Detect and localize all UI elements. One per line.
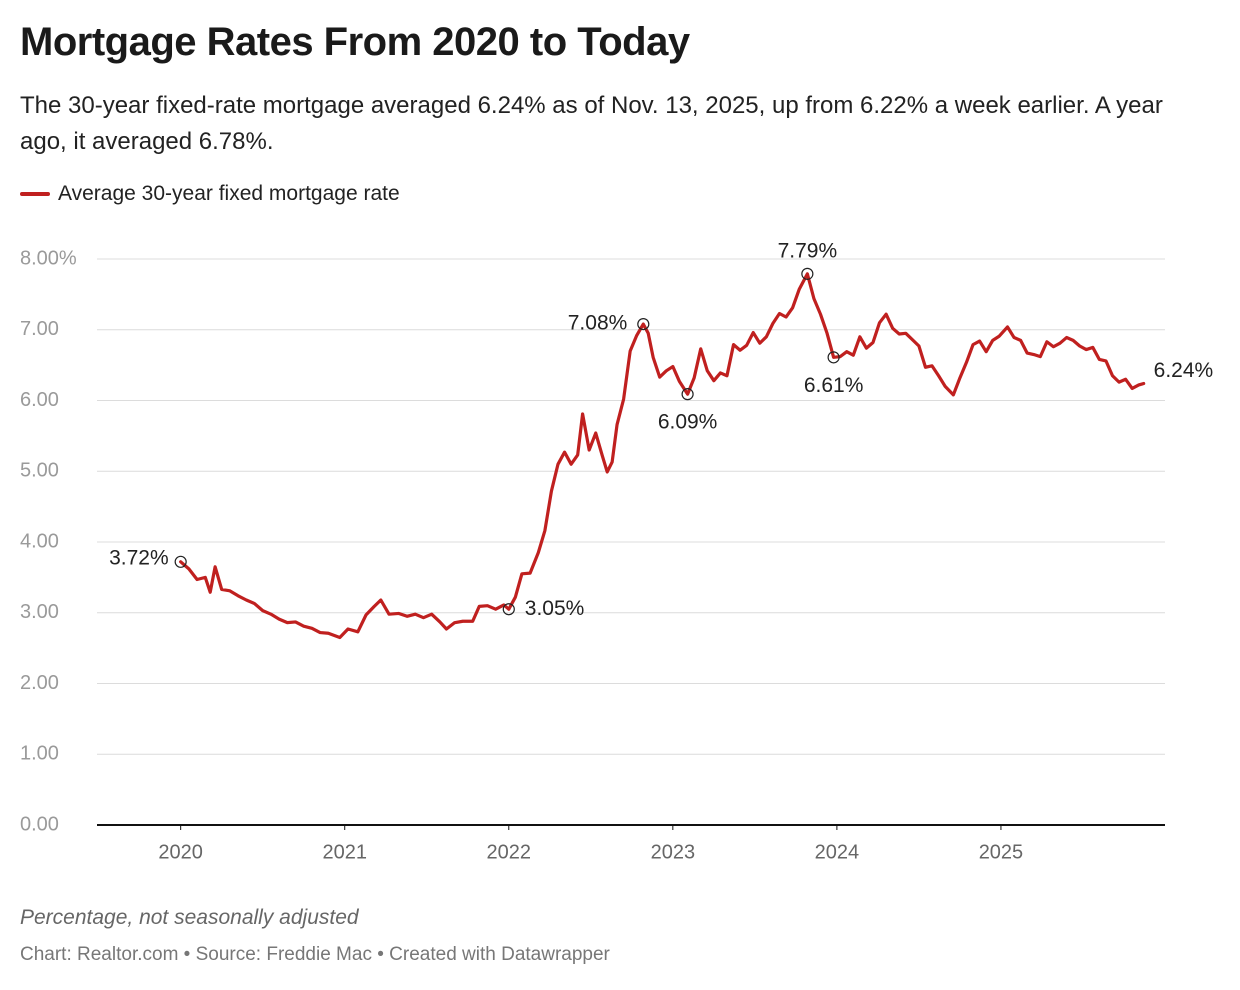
y-tick-label: 7.00: [20, 318, 59, 340]
data-line: [179, 272, 1146, 640]
legend: Average 30-year fixed mortgage rate: [20, 182, 400, 206]
x-tick-label: 2024: [815, 841, 860, 863]
y-tick-label: 8.00%: [20, 247, 77, 269]
legend-swatch: [20, 192, 50, 196]
x-tick-label: 2022: [487, 841, 532, 863]
x-tick-label: 2023: [651, 841, 696, 863]
legend-label: Average 30-year fixed mortgage rate: [58, 182, 400, 205]
x-tick-label: 2021: [322, 841, 367, 863]
annotation-marker: [827, 351, 840, 364]
y-tick-label: 2.00: [20, 672, 59, 694]
annotation-marker: [637, 317, 650, 331]
y-tick-label: 3.00: [20, 601, 59, 623]
value-label: 6.09%: [658, 411, 718, 434]
value-label: 3.05%: [525, 597, 585, 620]
value-label: 6.61%: [804, 374, 864, 397]
y-tick-label: 1.00: [20, 743, 59, 765]
value-label: 3.72%: [109, 546, 169, 569]
x-tick-label: 2020: [158, 841, 203, 863]
y-tick-label: 6.00: [20, 389, 59, 411]
chart-title: Mortgage Rates From 2020 to Today: [20, 20, 690, 64]
value-label: 7.79%: [778, 239, 838, 262]
y-tick-label: 5.00: [20, 460, 59, 482]
x-tick-label: 2025: [979, 841, 1024, 863]
annotation-marker: [502, 603, 515, 616]
y-tick-label: 4.00: [20, 530, 59, 552]
chart-subtitle: The 30-year fixed-rate mortgage averaged…: [20, 92, 1163, 155]
chart-note: Percentage, not seasonally adjusted: [20, 906, 359, 929]
annotation-marker: [174, 555, 187, 568]
chart-credit: Chart: Realtor.com • Source: Freddie Mac…: [20, 944, 610, 965]
value-label: 7.08%: [568, 312, 628, 335]
value-label: 6.24%: [1154, 359, 1214, 382]
y-tick-label: 0.00: [20, 813, 59, 835]
annotation-marker: [801, 267, 814, 280]
annotation-marker: [681, 388, 694, 401]
